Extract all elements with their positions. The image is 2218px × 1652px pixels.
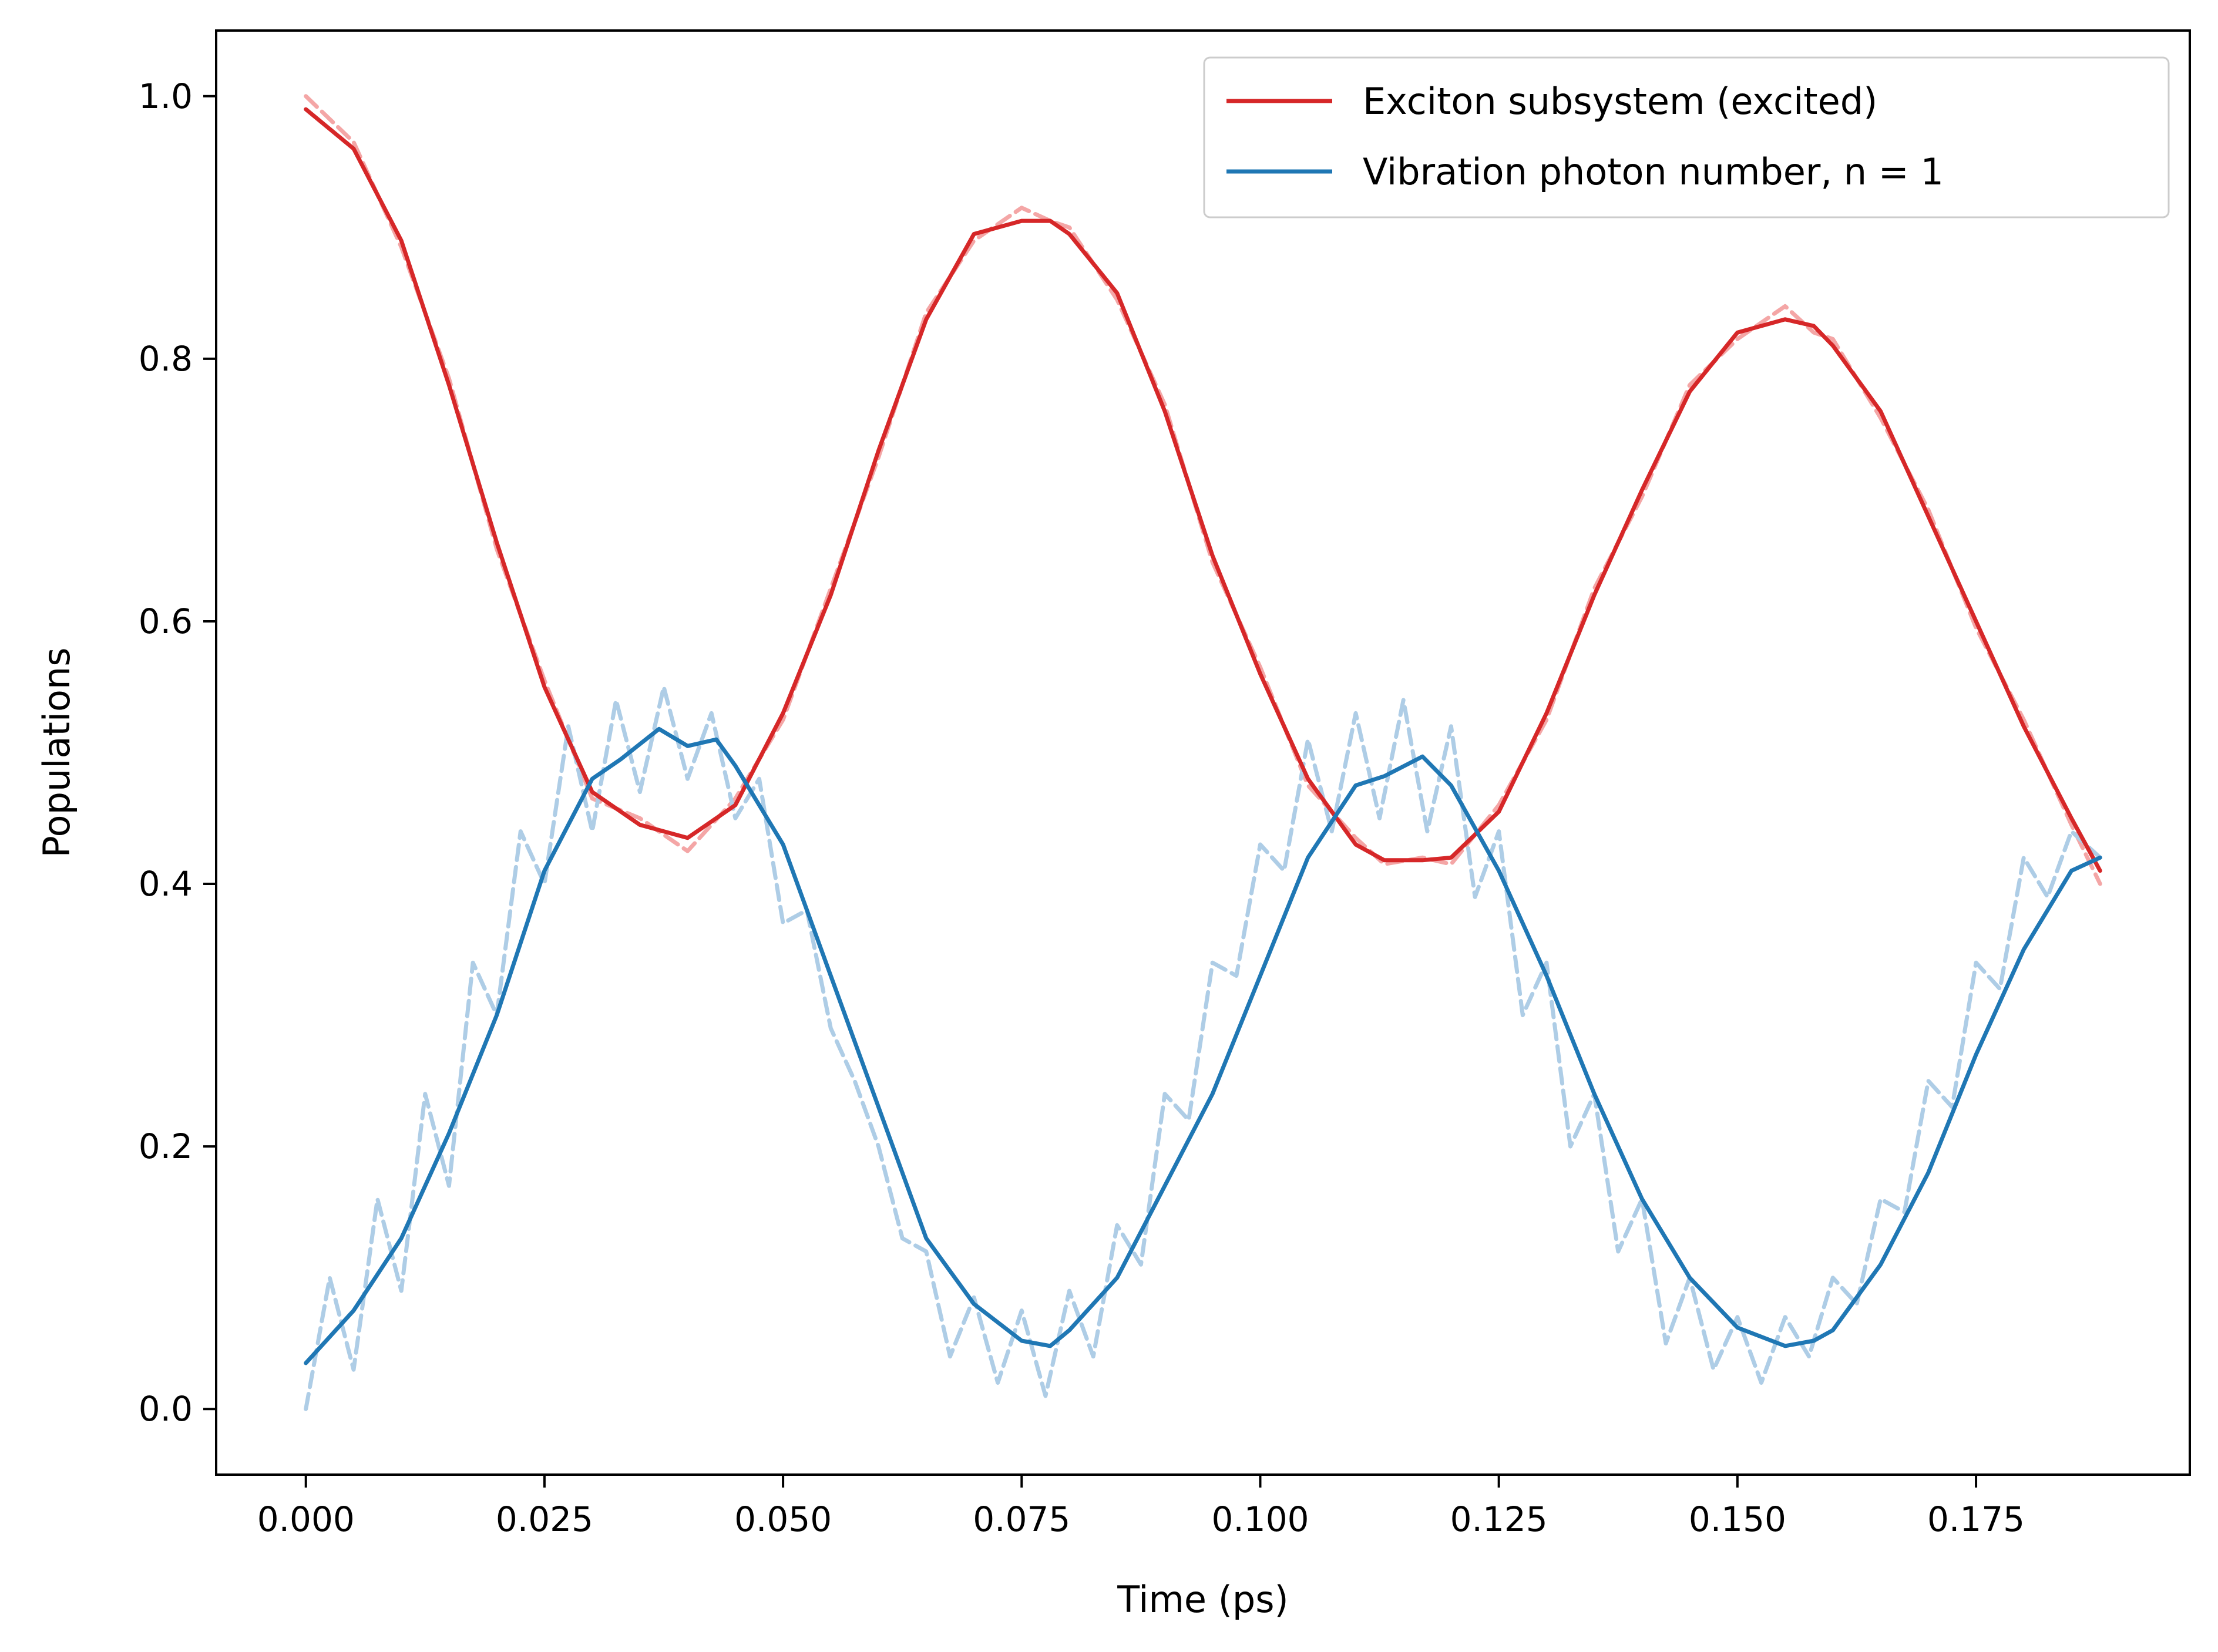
y-tick-label: 0.4: [139, 864, 193, 904]
series-layer: [304, 94, 2102, 1411]
x-tick-label: 0.125: [1450, 1499, 1548, 1539]
x-tick-label: 0.075: [973, 1499, 1070, 1539]
x-axis-label: Time (ps): [1117, 1578, 1288, 1621]
y-tick-label: 0.0: [139, 1389, 193, 1429]
y-tick-label: 0.8: [139, 339, 193, 379]
y-tick-label: 1.0: [139, 76, 193, 116]
y-axis-ticks: 0.0 0.2 0.4 0.6 0.8 1.0: [139, 76, 216, 1429]
x-tick-label: 0.100: [1211, 1499, 1309, 1539]
legend: Exciton subsystem (excited) Vibration ph…: [1203, 56, 2170, 218]
x-tick-label: 0.050: [734, 1499, 832, 1539]
x-tick-label: 0.025: [496, 1499, 593, 1539]
x-tick-label: 0.175: [1927, 1499, 2025, 1539]
plot-border: [215, 29, 2191, 1476]
y-tick-label: 0.6: [139, 601, 193, 641]
vibration-dashed-line: [304, 685, 2102, 1411]
exciton-line: [304, 107, 2102, 873]
plot-area: [215, 29, 2191, 1476]
x-tick-label: 0.000: [257, 1499, 355, 1539]
x-axis-ticks: 0.000 0.025 0.050 0.075 0.100 0.125 0.150 0.175: [257, 1475, 2025, 1539]
legend-label-exciton: Exciton subsystem (excited): [1363, 80, 1877, 123]
x-tick-label: 0.150: [1689, 1499, 1786, 1539]
y-tick-label: 0.2: [139, 1126, 193, 1166]
plot-frame: [216, 31, 2190, 1475]
legend-label-vibration: Vibration photon number, n = 1: [1363, 150, 1944, 193]
y-axis-label: Populations: [35, 647, 78, 857]
legend-box: [1203, 56, 2170, 218]
vibration-line: [304, 726, 2102, 1365]
